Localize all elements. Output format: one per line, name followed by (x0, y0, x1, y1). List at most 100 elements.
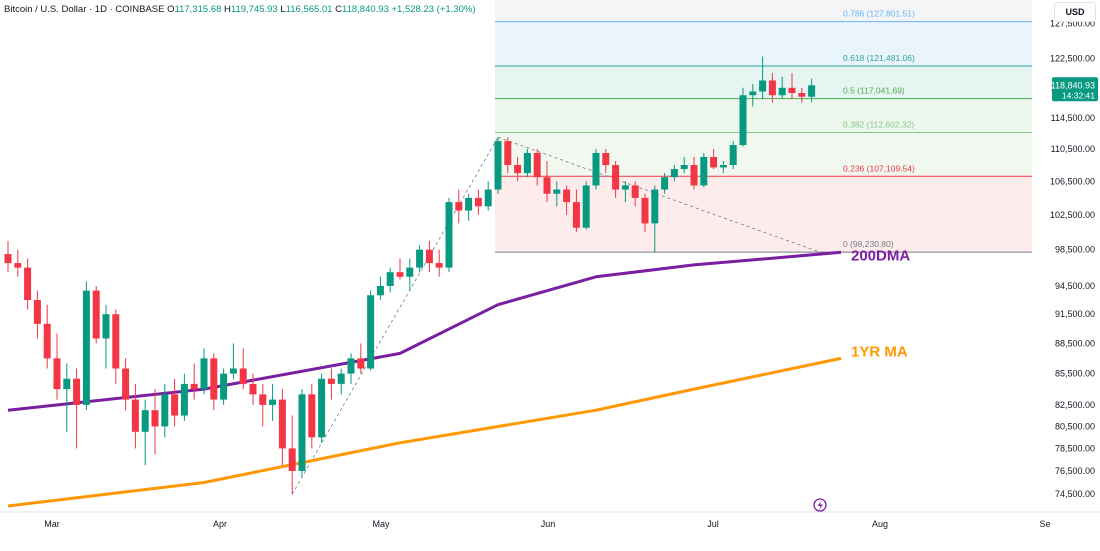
candle-body (416, 249, 424, 268)
candle-body (798, 92, 806, 97)
fib-level-label: 0.382 (112,602.32) (843, 120, 914, 130)
candle-body (631, 185, 639, 198)
candle-body (112, 314, 120, 369)
candle-body (474, 197, 482, 207)
low-value: 116,565.01 (285, 4, 333, 15)
fib-zone (495, 21, 1032, 67)
candle-body (621, 185, 629, 190)
x-tick-label: Se (1039, 519, 1050, 529)
candle-body (92, 290, 100, 339)
candle-body (651, 189, 659, 224)
candle-body (504, 141, 512, 166)
candle-body (425, 249, 433, 264)
high-value: 119,745.93 (230, 4, 278, 15)
candle-body (670, 169, 678, 178)
candle-body (229, 368, 237, 374)
change-value: +1,528.23 (+1.30%) (391, 4, 476, 15)
currency-button[interactable]: USD (1054, 2, 1096, 22)
candle-body (131, 399, 139, 432)
candle-body (700, 156, 708, 186)
y-tick-label: 88,500.00 (1055, 338, 1095, 348)
y-tick-label: 122,500.00 (1050, 54, 1095, 64)
candle-body (220, 373, 228, 400)
candle-body (43, 323, 51, 359)
candle-body (514, 165, 522, 174)
candle-body (347, 358, 355, 374)
candle-body (33, 299, 41, 324)
ohlc-header: Bitcoin / U.S. Dollar · 1D · COINBASE O1… (4, 4, 475, 15)
candle-body (710, 156, 718, 168)
candle-body (563, 189, 571, 203)
fib-retrace-dashed-line (497, 136, 820, 253)
x-tick-label: Jul (707, 519, 719, 529)
candle-body (592, 152, 600, 186)
candle-body (661, 177, 669, 190)
candle-body (484, 189, 492, 207)
current-price-value: 118,840.93 (1051, 80, 1095, 90)
candle-body (63, 378, 71, 390)
candle-body (269, 399, 277, 405)
ma-line (7, 356, 842, 508)
fib-zone (495, 98, 1032, 133)
candle-body (386, 272, 394, 286)
candle-body (602, 152, 610, 166)
y-tick-label: 106,500.00 (1050, 176, 1095, 186)
candle-body (533, 152, 541, 178)
fib-level-label: 0 (98,230.80) (843, 239, 894, 249)
candle-body (465, 197, 473, 211)
candle-body (180, 383, 188, 416)
candle-body (53, 358, 61, 390)
y-tick-label: 74,500.00 (1055, 489, 1095, 499)
ma-line (7, 250, 842, 412)
candle-body (494, 141, 502, 190)
candle-body (553, 189, 561, 194)
y-tick-label: 94,500.00 (1055, 281, 1095, 291)
y-tick-label: 76,500.00 (1055, 466, 1095, 476)
candle-body (24, 267, 32, 300)
candle-body (278, 399, 286, 449)
candle-body (455, 202, 463, 211)
candle-body (543, 177, 551, 194)
y-tick-label: 78,500.00 (1055, 443, 1095, 453)
fib-level-label: 0.618 (121,481.06) (843, 53, 915, 63)
candle-body (288, 448, 296, 471)
candle-body (4, 254, 12, 264)
candle-body (759, 80, 767, 92)
candle-body (582, 185, 590, 228)
candle-body (435, 263, 443, 268)
candle-body (778, 87, 786, 96)
candle-body (141, 410, 149, 432)
y-tick-label: 85,500.00 (1055, 369, 1095, 379)
candle-body (739, 95, 747, 146)
candle-body (357, 358, 365, 369)
x-tick-label: May (372, 519, 390, 529)
candle-body (200, 358, 208, 390)
candle-body (690, 165, 698, 186)
candle-body (327, 378, 335, 384)
candle-body (612, 165, 620, 190)
candle-body (768, 80, 776, 96)
symbol-title: Bitcoin / U.S. Dollar · 1D · COINBASE (4, 4, 165, 15)
ma-label: 200DMA (851, 247, 910, 264)
candle-body (102, 314, 110, 339)
candle-body (122, 368, 130, 400)
candle-body (190, 383, 198, 390)
y-tick-label: 102,500.00 (1050, 210, 1095, 220)
candle-body (523, 152, 531, 174)
candle-body (151, 410, 159, 427)
candle-body (719, 165, 727, 168)
close-label: C (335, 4, 343, 15)
candle-body (367, 295, 375, 369)
candle-body (308, 394, 316, 438)
candle-body (406, 267, 414, 277)
candle-countdown: 14:32:41 (1062, 90, 1095, 100)
y-tick-label: 91,500.00 (1055, 309, 1095, 319)
candle-body (14, 263, 22, 268)
low-label: L (280, 4, 286, 15)
high-label: H (224, 4, 231, 15)
fib-zone (495, 132, 1032, 177)
current-price-tag (1052, 77, 1098, 102)
fib-level-label: 0.786 (127,801.51) (843, 9, 915, 19)
